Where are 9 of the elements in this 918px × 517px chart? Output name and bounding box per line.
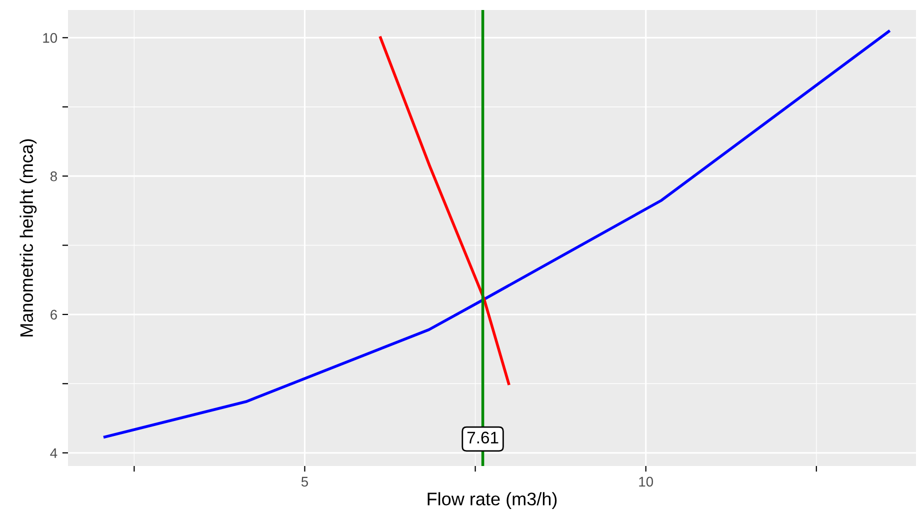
- y-axis-title: Manometric height (mca): [20, 139, 37, 336]
- y-tick-label: 4: [50, 448, 58, 458]
- x-tick-label: 5: [301, 476, 308, 487]
- y-tick-label: 6: [50, 310, 57, 320]
- line-series: [379, 36, 510, 386]
- y-tick-label: 10: [43, 33, 58, 43]
- annotation: 7.61: [467, 432, 498, 444]
- x-axis-title: Flow rate (m3/h): [428, 492, 557, 509]
- y-tick-label: 8: [50, 171, 57, 182]
